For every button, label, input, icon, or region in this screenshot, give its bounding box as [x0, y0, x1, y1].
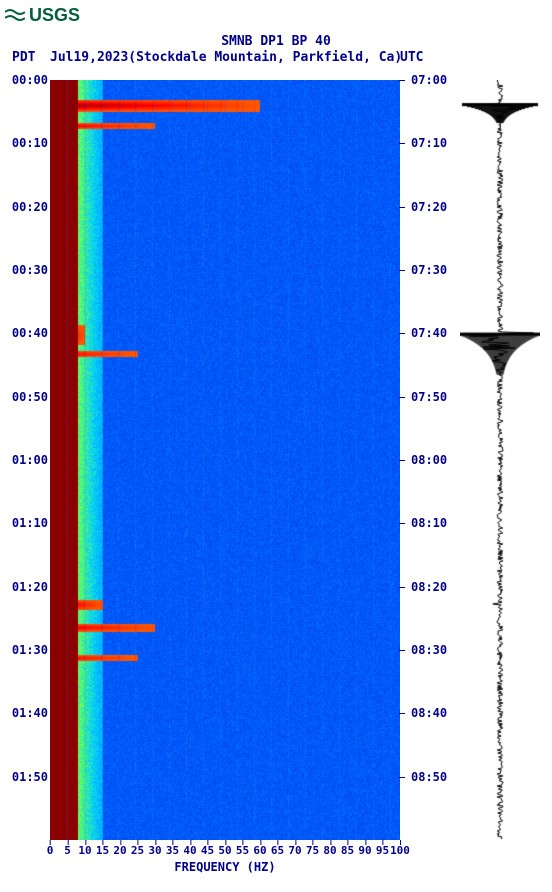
- ytick-right: 08:20: [405, 580, 459, 594]
- ytick-left: 01:50: [0, 770, 50, 784]
- y-axis-left: 00:0000:1000:2000:3000:4000:5001:0001:10…: [0, 80, 48, 840]
- xtick: 10: [78, 844, 91, 857]
- xtick: 70: [288, 844, 301, 857]
- ytick-left: 01:00: [0, 453, 50, 467]
- ytick-left: 00:10: [0, 136, 50, 150]
- ytick-right: 08:30: [405, 643, 459, 657]
- xtick: 75: [306, 844, 319, 857]
- xtick: 50: [218, 844, 231, 857]
- ytick-left: 00:20: [0, 200, 50, 214]
- date-label: Jul19,2023(Stockdale Mountain, Parkfield…: [50, 50, 402, 65]
- xtick: 80: [323, 844, 336, 857]
- ytick-right: 07:40: [405, 326, 459, 340]
- ytick-left: 01:30: [0, 643, 50, 657]
- xtick: 0: [47, 844, 54, 857]
- xtick: 25: [131, 844, 144, 857]
- ytick-left: 00:50: [0, 390, 50, 404]
- xtick: 60: [253, 844, 266, 857]
- ytick-left: 01:40: [0, 706, 50, 720]
- logo-wave-icon: [5, 8, 25, 24]
- xtick: 30: [148, 844, 161, 857]
- spectrogram-plot: [50, 80, 400, 840]
- logo-text: USGS: [29, 5, 80, 26]
- chart-title: SMNB DP1 BP 40: [0, 34, 552, 49]
- xtick: 100: [390, 844, 410, 857]
- xtick: 85: [341, 844, 354, 857]
- xtick: 20: [113, 844, 126, 857]
- ytick-right: 07:10: [405, 136, 459, 150]
- ytick-right: 07:50: [405, 390, 459, 404]
- ytick-right: 07:30: [405, 263, 459, 277]
- xtick: 95: [376, 844, 389, 857]
- ytick-right: 07:20: [405, 200, 459, 214]
- ytick-right: 08:50: [405, 770, 459, 784]
- ytick-right: 08:00: [405, 453, 459, 467]
- ytick-right: 08:10: [405, 516, 459, 530]
- ytick-left: 01:10: [0, 516, 50, 530]
- x-axis-label: FREQUENCY (HZ): [50, 860, 400, 874]
- ytick-left: 00:30: [0, 263, 50, 277]
- ytick-right: 08:40: [405, 706, 459, 720]
- xtick: 5: [64, 844, 71, 857]
- xtick: 15: [96, 844, 109, 857]
- xtick: 45: [201, 844, 214, 857]
- utc-label: UTC: [400, 50, 423, 65]
- y-axis-right: 07:0007:1007:2007:3007:4007:5008:0008:10…: [405, 80, 453, 840]
- usgs-logo: USGS: [5, 5, 80, 26]
- xtick: 55: [236, 844, 249, 857]
- ytick-left: 01:20: [0, 580, 50, 594]
- xtick: 35: [166, 844, 179, 857]
- pdt-label: PDT: [12, 50, 35, 65]
- ytick-left: 00:00: [0, 73, 50, 87]
- seismogram-plot: [460, 80, 540, 840]
- xtick: 65: [271, 844, 284, 857]
- ytick-left: 00:40: [0, 326, 50, 340]
- xtick: 40: [183, 844, 196, 857]
- ytick-right: 07:00: [405, 73, 459, 87]
- xtick: 90: [358, 844, 371, 857]
